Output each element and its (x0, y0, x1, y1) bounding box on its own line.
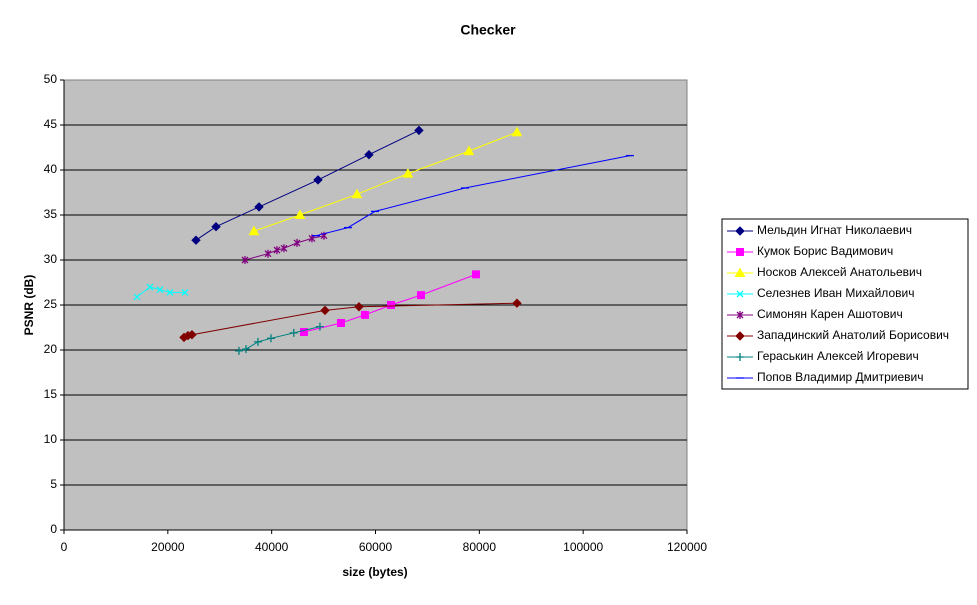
y-tick-label: 30 (44, 252, 58, 266)
series-line (303, 273, 477, 333)
marker (146, 283, 154, 291)
legend-label: Селезнев Иван Михайлович (757, 286, 914, 300)
marker (241, 345, 250, 354)
marker (289, 328, 298, 337)
marker (293, 238, 301, 247)
marker (511, 126, 523, 137)
legend-marker (736, 248, 744, 256)
legend-marker (736, 353, 744, 361)
series-line (253, 131, 518, 232)
marker (266, 334, 275, 343)
marker (191, 235, 201, 245)
legend-marker (734, 267, 746, 277)
marker (360, 310, 369, 319)
marker (402, 168, 414, 178)
x-tick-label: 60000 (359, 540, 393, 554)
legend-marker (735, 331, 745, 341)
y-tick-label: 20 (44, 342, 58, 356)
marker (264, 249, 272, 258)
marker (463, 145, 475, 156)
y-tick-label: 0 (50, 522, 57, 536)
marker (211, 221, 221, 232)
marker (354, 302, 364, 312)
marker (187, 329, 197, 340)
legend-label: Гераськин Алексей Игоревич (757, 349, 919, 363)
y-tick-label: 45 (44, 117, 58, 131)
y-tick-label: 15 (44, 387, 58, 401)
legend-marker (735, 226, 745, 236)
y-tick-label: 40 (44, 162, 58, 176)
marker (166, 288, 174, 296)
marker (386, 301, 395, 309)
marker (133, 293, 141, 301)
legend-marker (736, 290, 744, 298)
marker (416, 291, 425, 300)
legend-label: Носков Алексей Анатольевич (757, 265, 922, 279)
marker (248, 225, 260, 236)
y-tick-label: 10 (44, 432, 58, 446)
marker (364, 149, 374, 160)
y-tick-label: 50 (44, 72, 58, 86)
marker (315, 322, 324, 331)
marker (273, 246, 281, 255)
legend-label: Западинский Анатолий Борисович (757, 328, 949, 342)
x-tick-label: 0 (61, 540, 68, 554)
marker (336, 319, 345, 327)
y-tick-label: 5 (50, 477, 57, 491)
legend-marker (736, 311, 744, 319)
marker (181, 288, 189, 296)
x-tick-label: 100000 (563, 540, 603, 554)
legend-label: Попов Владимир Дмитриевич (757, 370, 923, 384)
marker (471, 270, 480, 279)
legend-label: Кумок Борис Вадимович (757, 244, 893, 258)
marker (234, 346, 243, 355)
y-axis-title: PSNR (dB) (22, 275, 36, 336)
marker (254, 202, 264, 212)
series-line (195, 129, 420, 241)
chart-title: Checker (460, 22, 516, 38)
y-tick-label: 35 (44, 207, 58, 221)
x-tick-label: 40000 (255, 540, 289, 554)
marker (320, 305, 330, 316)
marker (280, 244, 288, 253)
marker (156, 286, 164, 294)
marker (294, 209, 306, 219)
marker (313, 175, 323, 185)
marker (308, 234, 316, 243)
x-tick-label: 20000 (151, 540, 185, 554)
legend (721, 218, 969, 390)
x-tick-label: 80000 (463, 540, 497, 554)
marker (351, 188, 363, 199)
x-axis-title: size (bytes) (342, 565, 407, 579)
marker (241, 256, 249, 264)
marker (414, 125, 424, 136)
marker (253, 337, 262, 346)
legend-label: Мельдин Игнат Николаевич (757, 223, 912, 237)
x-tick-label: 120000 (667, 540, 707, 554)
legend-label: Симонян Карен Ашотович (757, 307, 903, 321)
marker (512, 298, 522, 308)
y-tick-label: 25 (44, 297, 58, 311)
